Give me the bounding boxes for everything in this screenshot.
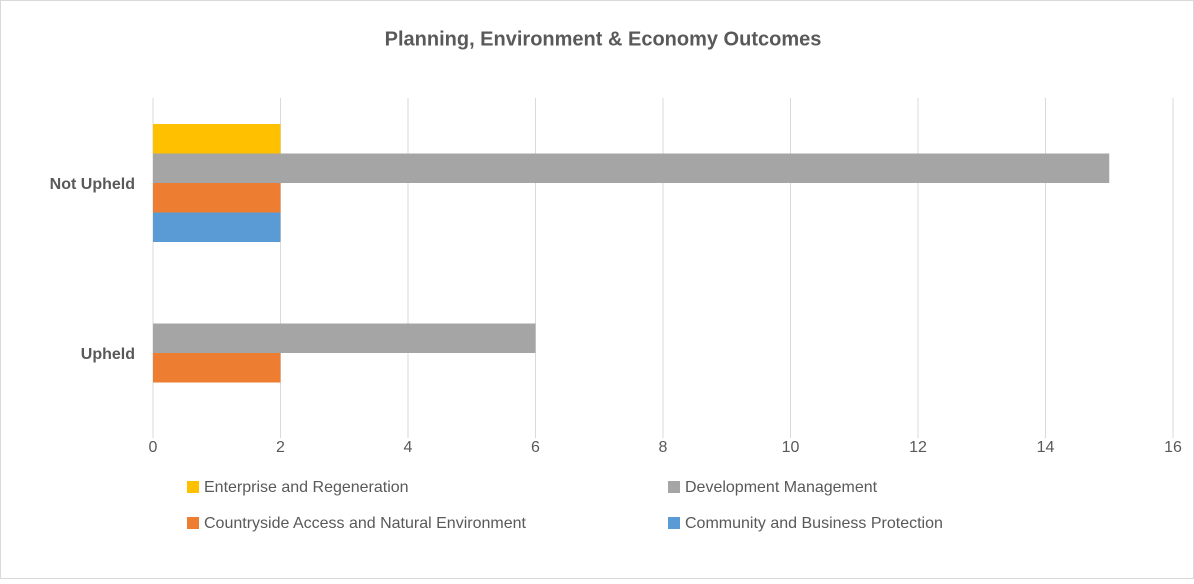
bar: [153, 183, 281, 213]
legend-swatch: [187, 517, 199, 529]
x-tick-label: 8: [659, 439, 668, 456]
legend-label: Countryside Access and Natural Environme…: [204, 515, 526, 532]
x-tick-label: 16: [1164, 439, 1182, 456]
legend-swatch: [668, 517, 680, 529]
bar: [153, 153, 1110, 183]
bar: [153, 353, 281, 383]
bar: [153, 124, 281, 154]
y-tick-label: Upheld: [81, 346, 135, 363]
x-tick-label: 4: [404, 439, 413, 456]
x-tick-label: 6: [531, 439, 540, 456]
legend-swatch: [187, 481, 199, 493]
legend-swatch: [668, 481, 680, 493]
legend-label: Development Management: [685, 479, 878, 496]
legend-label: Community and Business Protection: [685, 515, 943, 532]
chart-title: Planning, Environment & Economy Outcomes: [385, 28, 822, 50]
x-tick-label: 10: [782, 439, 800, 456]
legend-label: Enterprise and Regeneration: [204, 479, 409, 496]
x-tick-label: 0: [149, 439, 158, 456]
x-tick-label: 12: [909, 439, 927, 456]
y-tick-label: Not Upheld: [50, 176, 135, 193]
bar: [153, 212, 281, 242]
x-tick-label: 2: [276, 439, 285, 456]
x-tick-label: 14: [1037, 439, 1055, 456]
bar: [153, 323, 536, 353]
